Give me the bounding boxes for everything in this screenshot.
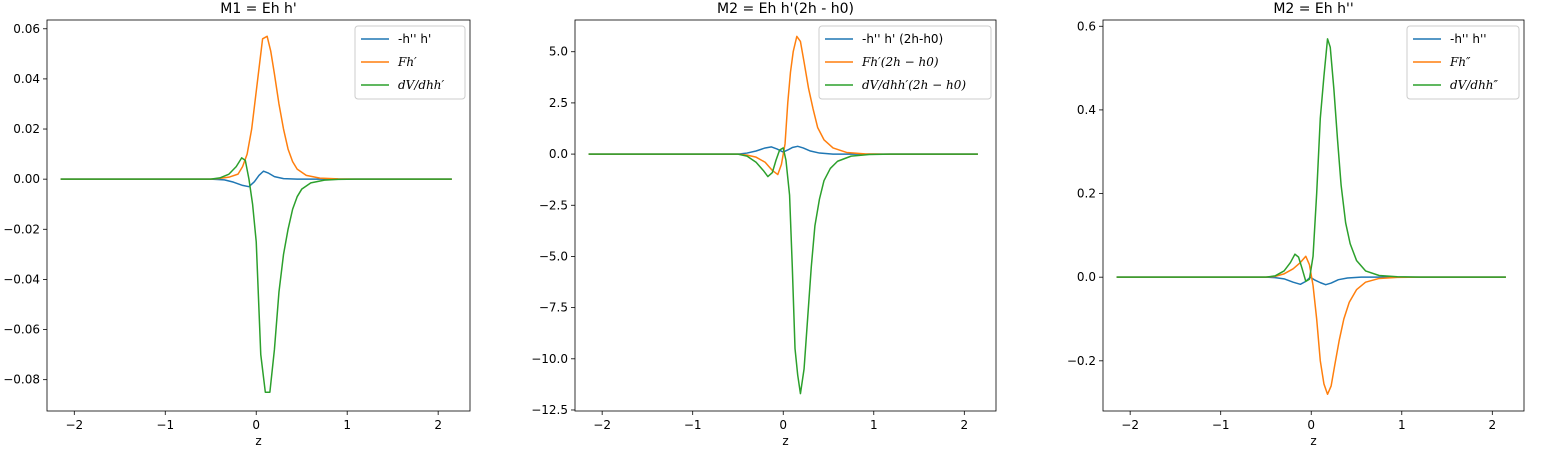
legend: -h'' h'' Fh″ dV/dhh″ (1406, 25, 1520, 100)
series-line-3 (60, 157, 452, 393)
subplot-3: −2 −1 0 1 2 0.6 0.4 0.2 0.0 −0.2 M2 = Eh h'' z -h'' … (1067, 1, 1525, 448)
legend-box (354, 25, 466, 100)
legend-box (1406, 25, 1520, 100)
y-tick-label: 0.00 (13, 172, 40, 186)
x-tick-label: −1 (684, 418, 702, 432)
x-tick-label: −1 (1212, 418, 1230, 432)
series-line-1 (60, 170, 452, 188)
legend-label: -h'' h' (398, 32, 431, 46)
x-tick-label: 1 (343, 418, 351, 432)
x-tick-label: 2 (1488, 418, 1496, 432)
y-tick-label: −7.5 (539, 301, 568, 315)
legend: -h'' h' (2h-h0) Fh′(2h − h0) dV/dhh′(2h − … (818, 25, 992, 100)
legend-label: Fh′(2h − h0) (861, 55, 939, 69)
y-tick-label: 0.4 (1077, 103, 1096, 117)
y-tick-label: −0.02 (3, 222, 40, 236)
series-line-3 (1116, 38, 1506, 283)
chart-title: M2 = Eh h'' (1273, 1, 1353, 17)
subplot-1: −2 −1 0 1 2 0.06 0.04 0.02 0.00 −0.02 −0.04 −0.06 −0… (3, 1, 471, 448)
series-line-1 (588, 145, 978, 155)
y-tick-label: 0.2 (1077, 187, 1096, 201)
series-line-2 (588, 35, 978, 176)
x-tick-label: 0 (252, 418, 260, 432)
x-tick-label: 0 (779, 418, 787, 432)
y-tick-label: −0.04 (3, 272, 40, 286)
y-tick-label: −0.06 (3, 323, 40, 337)
legend-label: dV/dhh′(2h − h0) (862, 78, 966, 92)
series-line-2 (60, 35, 452, 180)
legend-label: Fh″ (1449, 55, 1471, 69)
legend-label: -h'' h' (2h-h0) (862, 32, 943, 46)
y-tick-label: −12.5 (531, 403, 568, 417)
x-tick-label: 0 (1307, 418, 1315, 432)
x-tick-label: 1 (870, 418, 878, 432)
x-tick-label: −2 (65, 418, 83, 432)
legend-label: Fh′ (397, 55, 417, 69)
axes-frame (46, 19, 471, 412)
y-tick-label: 0.0 (1077, 270, 1096, 284)
legend-box (818, 25, 992, 100)
x-tick-label: −2 (1121, 418, 1139, 432)
y-tick-label: 0.0 (549, 147, 568, 161)
legend-label: dV/dhh′ (398, 78, 445, 92)
chart-title: M2 = Eh h'(2h - h0) (717, 1, 854, 17)
axes-frame (574, 19, 997, 412)
y-tick-label: 0.04 (13, 72, 40, 86)
x-axis-label: z (782, 434, 788, 448)
y-tick-label: −0.08 (3, 373, 40, 387)
x-axis-label: z (255, 434, 261, 448)
y-tick-label: 2.5 (549, 96, 568, 110)
y-tick-label: 0.6 (1077, 19, 1096, 33)
y-tick-label: 5.0 (549, 45, 568, 59)
legend-label: dV/dhh″ (1450, 78, 1499, 92)
y-tick-label: −5.0 (539, 249, 568, 263)
x-tick-label: −2 (593, 418, 611, 432)
legend-label: -h'' h'' (1450, 32, 1487, 46)
legend: -h'' h' Fh′ dV/dhh′ (354, 25, 466, 100)
series-line-3 (588, 147, 978, 395)
x-axis-label: z (1310, 434, 1316, 448)
series-line-2 (1116, 255, 1506, 396)
x-tick-label: 1 (1398, 418, 1406, 432)
y-tick-label: −2.5 (539, 198, 568, 212)
axes-frame (1102, 19, 1525, 412)
y-tick-label: 0.06 (13, 22, 40, 36)
chart-title: M1 = Eh h' (220, 1, 297, 17)
x-tick-label: −1 (156, 418, 174, 432)
y-tick-label: −0.2 (1067, 354, 1096, 368)
y-tick-label: 0.02 (13, 122, 40, 136)
x-tick-label: 2 (960, 418, 968, 432)
y-tick-label: −10.0 (531, 352, 568, 366)
subplot-2: −2 −1 0 1 2 5.0 2.5 0.0 −2.5 −5.0 −7.5 −10.0 −12.5 M2… (531, 1, 997, 448)
x-tick-label: 2 (434, 418, 442, 432)
